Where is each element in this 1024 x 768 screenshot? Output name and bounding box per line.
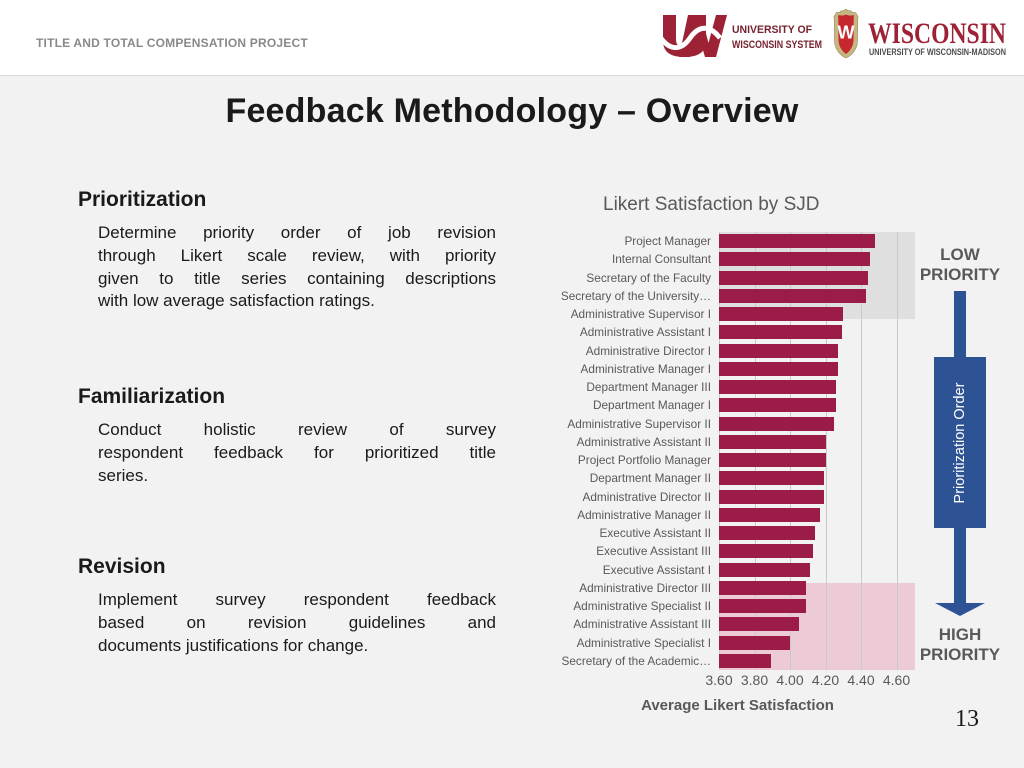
svg-text:UNIVERSITY OF: UNIVERSITY OF (732, 24, 812, 36)
svg-text:WISCONSIN SYSTEM: WISCONSIN SYSTEM (732, 39, 822, 51)
svg-text:UNIVERSITY OF WISCONSIN-MADISO: UNIVERSITY OF WISCONSIN-MADISON (869, 47, 1006, 57)
svg-text:WISCONSIN: WISCONSIN (868, 17, 1006, 50)
svg-text:W: W (838, 23, 855, 43)
